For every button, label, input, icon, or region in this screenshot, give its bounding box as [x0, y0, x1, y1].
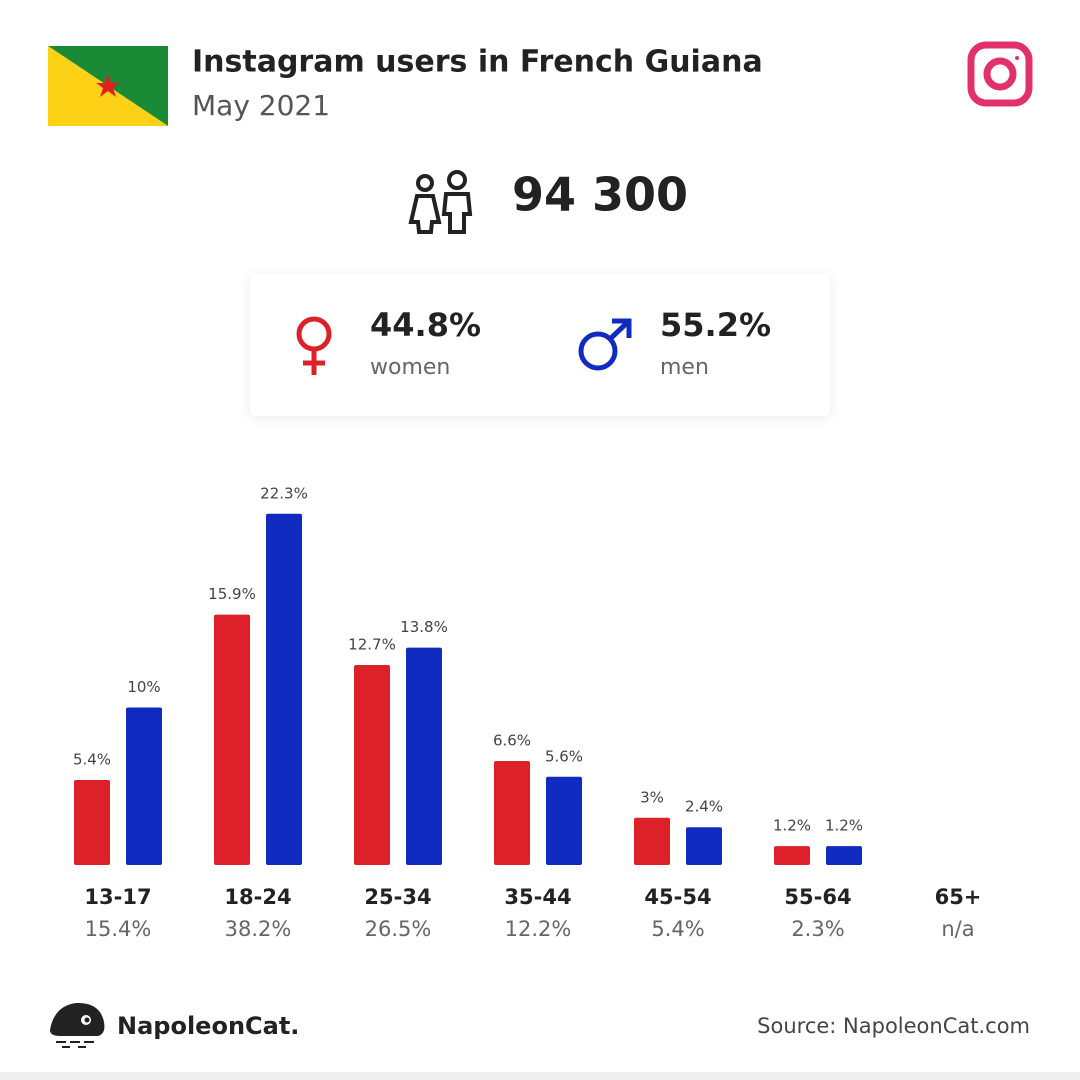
flag: [48, 46, 168, 126]
value-label: 5.6%: [545, 747, 583, 765]
total-label: 26.5%: [365, 917, 432, 941]
value-label: 1.2%: [773, 817, 811, 835]
bar: [826, 846, 862, 865]
women-label: women: [370, 355, 450, 380]
value-label: 6.6%: [493, 732, 531, 750]
gender-box: [250, 274, 830, 416]
title: Instagram users in French Guiana: [192, 45, 763, 80]
total-label: 2.3%: [791, 917, 844, 941]
value-label: 22.3%: [260, 484, 308, 502]
category-label: 45-54: [644, 885, 711, 909]
bar: [686, 827, 722, 865]
female-icon: [296, 316, 332, 375]
category-label: 35-44: [504, 885, 571, 909]
source: Source: NapoleonCat.com: [757, 1014, 1030, 1038]
value-label: 1.2%: [825, 817, 863, 835]
bar: [214, 614, 250, 865]
total-label: 12.2%: [505, 917, 572, 941]
male-icon: [578, 318, 632, 371]
bar: [266, 513, 302, 865]
category-label: 13-17: [84, 885, 151, 909]
value-label: 2.4%: [685, 798, 723, 816]
total-label: n/a: [941, 917, 974, 941]
bar: [354, 664, 390, 865]
value-label: 13.8%: [400, 618, 448, 636]
bar: [546, 776, 582, 865]
category-label: 18-24: [224, 885, 291, 909]
bar: [126, 707, 162, 865]
bar: [774, 846, 810, 865]
instagram-icon: [967, 41, 1033, 107]
value-label: 5.4%: [73, 750, 111, 768]
category-label: 55-64: [784, 885, 851, 909]
value-label: 10%: [127, 678, 160, 696]
total-users: 94 300: [512, 168, 688, 222]
women-share: 44.8%: [370, 306, 481, 344]
subtitle: May 2021: [192, 89, 330, 122]
people-icon: [408, 170, 473, 234]
category-label: 25-34: [364, 885, 431, 909]
bottom-strip: [0, 1072, 1080, 1080]
men-label: men: [660, 355, 709, 380]
bar: [634, 817, 670, 865]
bar: [406, 647, 442, 865]
logo: [50, 1002, 105, 1048]
total-label: 5.4%: [651, 917, 704, 941]
category-label: 65+: [935, 885, 982, 909]
bar: [494, 761, 530, 865]
men-share: 55.2%: [660, 306, 771, 344]
bar: [74, 779, 110, 865]
total-label: 15.4%: [85, 917, 152, 941]
brand: NapoleonCat.: [117, 1012, 299, 1040]
value-label: 12.7%: [348, 635, 396, 653]
value-label: 3%: [640, 788, 664, 806]
value-label: 15.9%: [208, 585, 256, 603]
total-label: 38.2%: [225, 917, 292, 941]
